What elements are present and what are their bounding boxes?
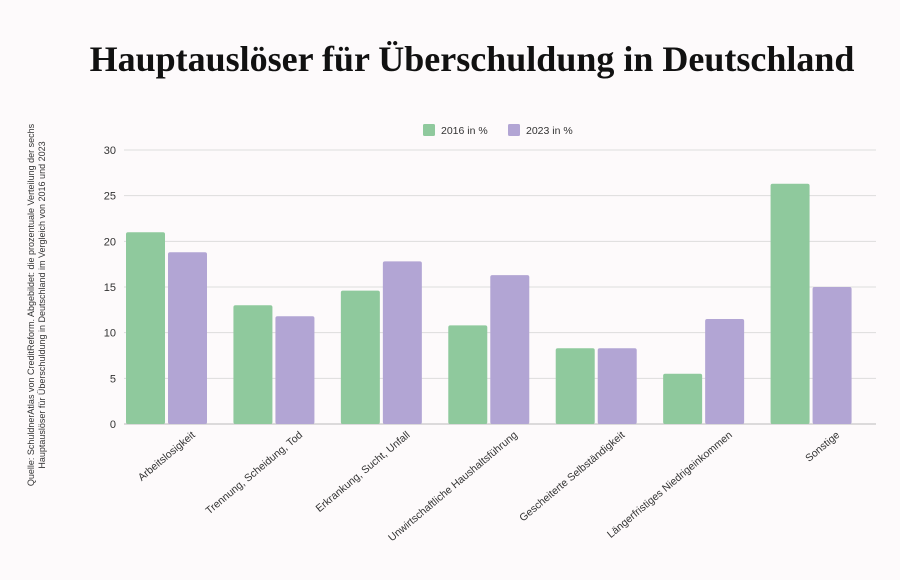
legend-swatch-2023: [508, 124, 520, 136]
bar-2016-4: [448, 325, 488, 424]
chart-title: Hauptauslöser für Überschuldung in Deuts…: [89, 39, 855, 79]
y-tick-label: 10: [104, 328, 116, 340]
legend: 2016 in % 2023 in %: [423, 124, 573, 137]
y-tick-label: 20: [104, 236, 116, 248]
bar-2023-5: [597, 348, 637, 424]
legend-label-2023: 2023 in %: [526, 125, 573, 137]
bar-2016-6: [663, 373, 703, 424]
bar-2023-7: [812, 287, 852, 424]
y-tick-label: 30: [104, 145, 116, 157]
bar-2016-5: [555, 348, 595, 424]
legend-swatch-2016: [423, 124, 435, 136]
source-note: Quelle: SchuldnerAtlas von CreditReform.…: [26, 123, 47, 486]
source-note-line-1: Quelle: SchuldnerAtlas von CreditReform.…: [26, 123, 36, 486]
bar-2016-2: [233, 305, 273, 424]
bar-2016-7: [770, 183, 810, 424]
bar-2023-1: [168, 252, 207, 424]
x-tick-label: Gescheiterte Selbständigkeit: [517, 429, 627, 524]
x-tick-label: Unwirtschaftliche Haushaltsführung: [386, 429, 520, 544]
source-note-line-2: Hauptauslöser für Überschuldung in Deuts…: [37, 141, 47, 468]
bars: [126, 183, 852, 424]
x-tick-label: Arbeitslosigkeit: [136, 429, 198, 484]
y-tick-label: 0: [110, 419, 116, 431]
x-tick-label: Trennung, Scheidung, Tod: [203, 429, 305, 517]
y-tick-label: 25: [104, 191, 116, 203]
y-tick-label: 15: [104, 282, 116, 294]
bar-2023-6: [705, 318, 745, 424]
x-axis-labels: Arbeitslosigkeit Trennung, Scheidung, Tod…: [136, 429, 842, 544]
x-tick-label: Erkrankung, Sucht, Unfall: [314, 429, 413, 515]
y-axis-ticks: 0 5 10 15 20 25 30: [104, 145, 116, 431]
y-tick-label: 5: [110, 373, 116, 385]
bar-2023-4: [490, 275, 530, 424]
bar-2016-3: [340, 290, 380, 424]
bar-2023-3: [382, 261, 422, 424]
bar-2023-2: [275, 316, 315, 424]
x-tick-label: Sonstige: [803, 429, 842, 465]
bar-2016-1: [126, 232, 165, 424]
x-tick-label: Längerfristiges Niedrigeinkommen: [605, 429, 735, 541]
legend-label-2016: 2016 in %: [441, 125, 488, 137]
